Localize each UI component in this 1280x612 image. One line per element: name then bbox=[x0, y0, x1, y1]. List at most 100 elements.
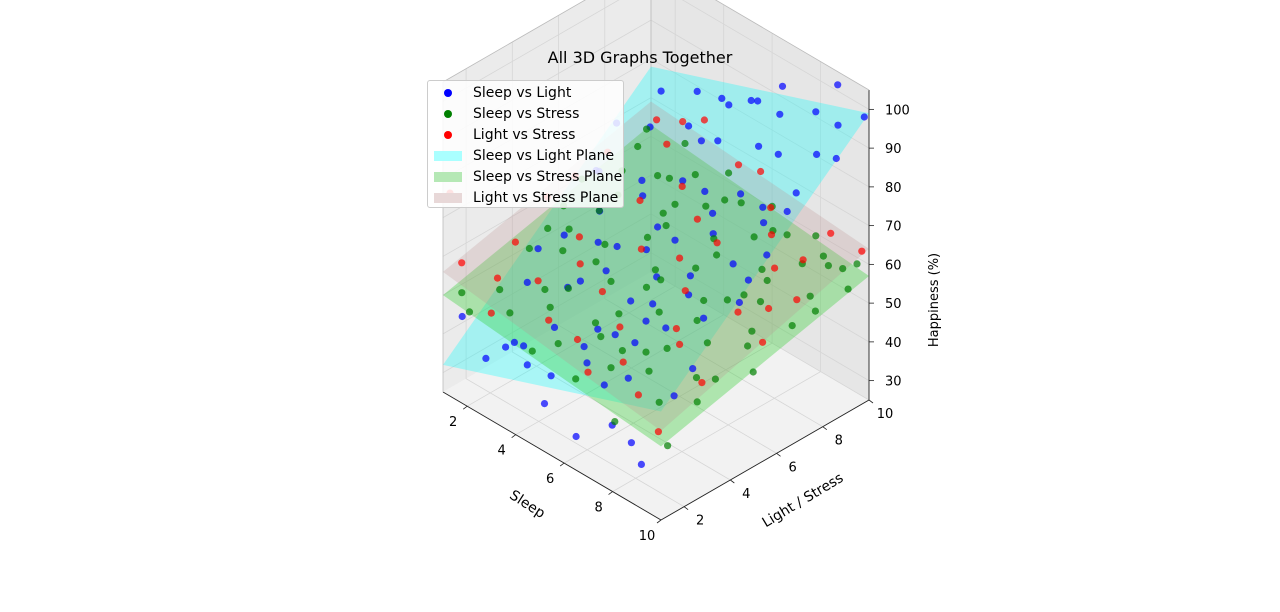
point-sleep-vs-light bbox=[679, 177, 687, 185]
point-sleep-vs-light bbox=[693, 87, 701, 95]
point-sleep-vs-light bbox=[737, 190, 745, 198]
point-sleep-vs-light bbox=[547, 372, 555, 380]
legend-marker-light-stress bbox=[444, 131, 452, 139]
point-sleep-vs-light bbox=[860, 113, 868, 121]
point-sleep-vs-stress bbox=[749, 368, 757, 376]
point-sleep-vs-stress bbox=[783, 231, 791, 239]
point-sleep-vs-light bbox=[662, 324, 670, 332]
z-axis-label: Happiness (%) bbox=[927, 253, 942, 347]
x-axis-line bbox=[442, 391, 662, 521]
point-sleep-vs-light bbox=[594, 238, 602, 246]
point-sleep-vs-stress bbox=[634, 142, 642, 151]
point-sleep-vs-stress bbox=[744, 342, 752, 350]
point-light-vs-stress bbox=[636, 196, 644, 205]
x-tick-mark bbox=[559, 462, 565, 467]
point-light-vs-stress bbox=[827, 229, 835, 237]
z-tick-label: 40 bbox=[885, 336, 902, 351]
point-light-vs-stress bbox=[654, 428, 663, 436]
point-sleep-vs-light bbox=[754, 97, 762, 105]
point-sleep-vs-stress bbox=[788, 322, 796, 330]
point-sleep-vs-stress bbox=[654, 172, 662, 180]
point-sleep-vs-light bbox=[812, 108, 820, 116]
z-tick-label: 70 bbox=[885, 220, 902, 235]
point-sleep-vs-light bbox=[594, 325, 602, 333]
point-sleep-vs-stress bbox=[671, 200, 679, 208]
point-sleep-vs-light bbox=[778, 82, 787, 90]
point-sleep-vs-stress bbox=[615, 310, 623, 318]
point-sleep-vs-light bbox=[540, 400, 549, 408]
legend-label: Sleep vs Stress bbox=[473, 106, 580, 122]
point-sleep-vs-light bbox=[624, 374, 632, 382]
point-sleep-vs-stress bbox=[546, 303, 554, 311]
point-light-vs-stress bbox=[598, 288, 607, 296]
point-sleep-vs-light bbox=[627, 297, 635, 305]
point-sleep-vs-light bbox=[685, 122, 693, 130]
y-tick-mark bbox=[730, 479, 735, 484]
point-sleep-vs-stress bbox=[691, 171, 699, 179]
legend-label: Light vs Stress Plane bbox=[473, 190, 619, 206]
point-sleep-vs-stress bbox=[692, 374, 701, 382]
z-tick-label: 30 bbox=[885, 375, 902, 390]
y-tick-mark bbox=[868, 399, 874, 404]
legend-marker-sleep-light bbox=[444, 89, 452, 97]
point-sleep-vs-light bbox=[613, 242, 621, 251]
point-sleep-vs-light bbox=[744, 276, 753, 284]
data-points bbox=[446, 81, 868, 468]
point-light-vs-stress bbox=[616, 323, 624, 331]
point-sleep-vs-light bbox=[763, 251, 771, 259]
point-sleep-vs-stress bbox=[811, 307, 820, 315]
point-sleep-vs-light bbox=[458, 312, 466, 321]
point-sleep-vs-stress bbox=[611, 418, 619, 426]
point-light-vs-stress bbox=[799, 256, 807, 264]
x-tick-mark bbox=[462, 405, 468, 410]
point-sleep-vs-light bbox=[747, 96, 755, 105]
point-sleep-vs-light bbox=[657, 87, 665, 95]
point-sleep-vs-stress bbox=[544, 224, 552, 232]
point-sleep-vs-stress bbox=[703, 339, 712, 347]
point-sleep-vs-stress bbox=[554, 340, 562, 348]
y-tick-mark bbox=[776, 453, 781, 457]
legend-item-sleep-light: Sleep vs Light bbox=[433, 83, 571, 103]
point-sleep-vs-stress bbox=[565, 225, 573, 233]
point-sleep-vs-stress bbox=[657, 276, 665, 284]
point-sleep-vs-light bbox=[701, 187, 709, 195]
point-sleep-vs-stress bbox=[655, 308, 663, 316]
point-sleep-vs-stress bbox=[655, 398, 663, 406]
point-sleep-vs-light bbox=[759, 203, 767, 211]
point-sleep-vs-stress bbox=[458, 289, 466, 297]
point-sleep-vs-stress bbox=[693, 398, 701, 406]
legend-marker-sleep-stress bbox=[444, 110, 452, 118]
point-sleep-vs-light bbox=[642, 317, 650, 325]
point-light-vs-stress bbox=[771, 264, 779, 272]
x-tick-mark bbox=[656, 519, 662, 524]
grid-line-z bbox=[442, 0, 870, 110]
legend-label: Light vs Stress bbox=[473, 127, 576, 143]
point-light-vs-stress bbox=[678, 182, 686, 190]
point-light-vs-stress bbox=[534, 277, 542, 285]
point-sleep-vs-stress bbox=[643, 125, 651, 133]
point-sleep-vs-light bbox=[760, 219, 768, 227]
y-tick-mark bbox=[822, 426, 828, 430]
point-sleep-vs-light bbox=[631, 339, 639, 347]
x-tick-label: 2 bbox=[449, 415, 457, 430]
point-light-vs-stress bbox=[663, 140, 671, 148]
legend-item-sleep-stress-plane: Sleep vs Stress Plane bbox=[433, 167, 622, 187]
z-tick-label: 90 bbox=[885, 142, 902, 157]
point-sleep-vs-stress bbox=[737, 199, 745, 207]
point-sleep-vs-light bbox=[550, 323, 559, 331]
point-sleep-vs-light bbox=[576, 277, 585, 285]
point-sleep-vs-stress bbox=[750, 233, 758, 241]
axis-lines bbox=[442, 0, 870, 521]
point-light-vs-stress bbox=[545, 316, 553, 324]
point-light-vs-stress bbox=[672, 325, 681, 333]
point-sleep-vs-light bbox=[580, 343, 588, 351]
point-sleep-vs-stress bbox=[711, 375, 720, 383]
point-light-vs-stress bbox=[634, 391, 643, 399]
point-light-vs-stress bbox=[575, 233, 584, 241]
point-sleep-vs-stress bbox=[595, 207, 603, 215]
point-sleep-vs-stress bbox=[506, 309, 514, 317]
point-sleep-vs-stress bbox=[692, 264, 700, 272]
legend-item-sleep-light-plane: Sleep vs Light Plane bbox=[433, 146, 614, 166]
point-sleep-vs-stress bbox=[721, 196, 729, 204]
